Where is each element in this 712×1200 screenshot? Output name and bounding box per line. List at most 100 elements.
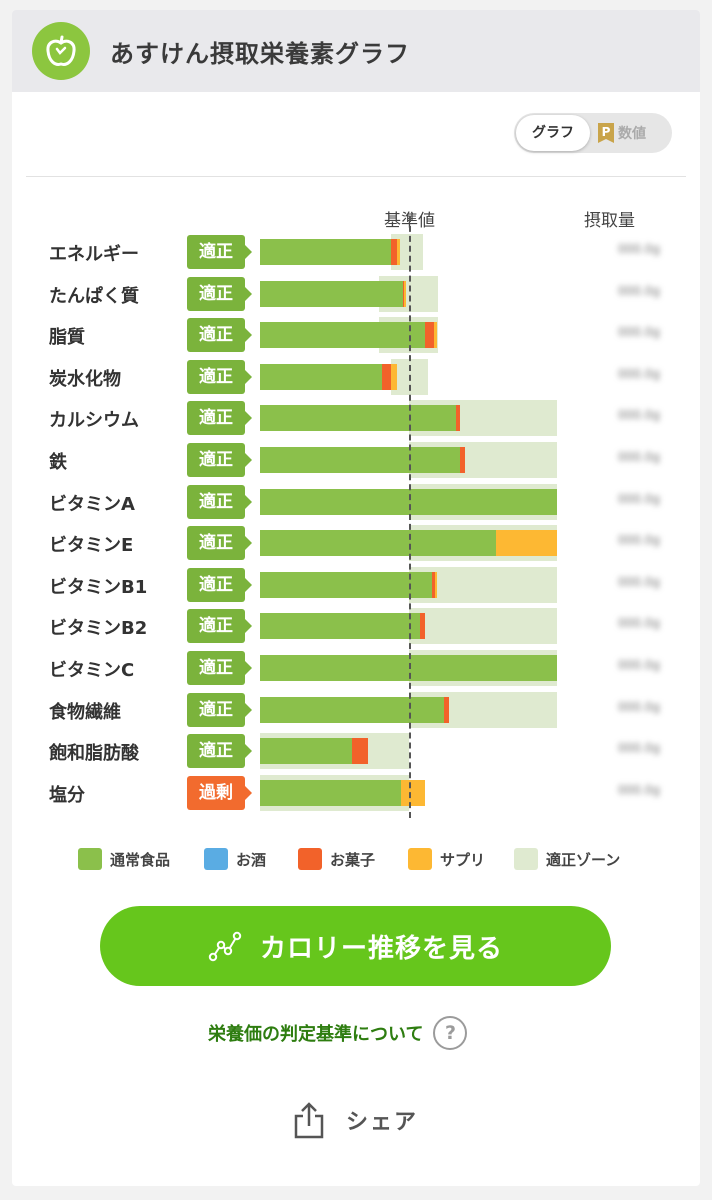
share-label: シェア: [346, 1110, 419, 1135]
normal-bar: [260, 488, 557, 515]
nutrient-name: ビタミンA: [49, 493, 135, 515]
intake-value: 000.0g: [618, 450, 660, 464]
criteria-link[interactable]: 栄養価の判定基準について ?: [208, 1016, 468, 1050]
status-badge: 適正: [187, 235, 252, 269]
snack-bar: [456, 405, 461, 432]
supplement-bar: [496, 530, 557, 557]
nutrient-row: ビタミンB1 適正 000.0g: [12, 566, 700, 603]
question-icon[interactable]: ?: [433, 1016, 468, 1050]
legend-swatch: [408, 848, 432, 870]
supplement-bar: [390, 363, 397, 390]
snack-bar: [420, 613, 425, 640]
normal-bar: [260, 322, 425, 349]
nutrient-name: ビタミンE: [49, 535, 134, 557]
intake-value: 000.0g: [618, 574, 660, 589]
legend-swatch: [298, 848, 322, 870]
nutrient-name: ビタミンB1: [49, 576, 148, 598]
legend-label: お菓子: [330, 850, 376, 869]
normal-bar: [260, 447, 461, 473]
intake-value: 000.0g: [618, 616, 660, 631]
nutrition-card: あすけん摂取栄養素グラフ グラフ P 数値 基準値 摂取量 エネルギー 適正 000…: [12, 10, 700, 1186]
intake-value: 000.0g: [618, 366, 660, 381]
legend-snack: お菓子: [298, 848, 375, 870]
snack-bar: [352, 738, 369, 765]
normal-bar: [260, 613, 421, 640]
toggle-numbers-label: 数値: [618, 126, 646, 142]
status-badge: 適正: [187, 401, 252, 436]
nutrient-row: エネルギー 適正 000.0g: [12, 234, 700, 270]
zone-bar: [408, 608, 557, 645]
toggle-graph-button[interactable]: グラフ: [516, 115, 590, 151]
intake-value: 000.0g: [618, 533, 660, 548]
apple-icon: [32, 22, 90, 80]
nutrient-name: カルシウム: [49, 410, 139, 432]
supplement-bar: [401, 779, 425, 806]
line-chart-icon: [208, 931, 242, 962]
nutrient-name: 食物繊維: [49, 701, 121, 723]
snack-bar: [432, 571, 436, 598]
normal-bar: [260, 696, 445, 723]
snack-bar: [444, 696, 449, 723]
nutrient-name: 炭水化物: [49, 368, 121, 390]
status-badge: 適正: [187, 734, 252, 769]
nutrient-row: たんぱく質 適正 000.0g: [12, 275, 700, 312]
normal-bar: [260, 571, 433, 598]
divider: [26, 176, 686, 177]
intake-value: 000.0g: [618, 741, 660, 756]
legend-zone: 適正ゾーン: [514, 848, 620, 870]
intake-value: 000.0g: [618, 491, 660, 506]
snack-bar: [381, 363, 391, 390]
status-badge: 適正: [187, 567, 252, 602]
legend-swatch: [204, 848, 228, 870]
legend-alcohol: お酒: [204, 848, 266, 870]
nutrient-name: エネルギー: [49, 244, 139, 265]
intake-value: 000.0g: [618, 242, 660, 256]
intake-value: 000.0g: [618, 283, 660, 298]
nutrient-row: 炭水化物 適正 000.0g: [12, 358, 700, 395]
status-badge: 適正: [187, 526, 252, 561]
legend-swatch: [514, 848, 538, 870]
status-badge: 適正: [187, 359, 252, 394]
view-toggle[interactable]: グラフ P 数値: [514, 113, 672, 153]
supplement-bar: [396, 239, 400, 265]
header: あすけん摂取栄養素グラフ: [12, 10, 700, 92]
supplement-bar: [404, 280, 406, 307]
normal-bar: [260, 738, 353, 765]
toggle-numbers-button[interactable]: P 数値: [598, 113, 646, 153]
nutrient-row: ビタミンA 適正 000.0g: [12, 483, 700, 520]
intake-header: 摂取量: [584, 211, 635, 231]
intake-value: 000.0g: [618, 699, 660, 714]
share-button[interactable]: シェア: [292, 1100, 418, 1140]
intake-value: 000.0g: [618, 658, 660, 672]
nutrient-row: 飽和脂肪酸 適正 000.0g: [12, 733, 700, 770]
point-badge-icon: P: [598, 123, 614, 143]
nutrient-name: 飽和脂肪酸: [49, 743, 139, 765]
legend-label: 適正ゾーン: [546, 850, 621, 869]
normal-bar: [260, 655, 557, 681]
criteria-link-label: 栄養価の判定基準について: [208, 1024, 424, 1045]
nutrient-row: 鉄 適正 000.0g: [12, 442, 700, 478]
status-badge: 適正: [187, 276, 252, 311]
calorie-trend-label: カロリー推移を見る: [259, 933, 503, 964]
nutrient-row: カルシウム 適正 000.0g: [12, 400, 700, 437]
nutrient-name: 脂質: [49, 327, 85, 349]
nutrient-row: 塩分 過剰 000.0g: [12, 774, 700, 811]
legend-label: 通常食品: [110, 850, 171, 869]
legend-label: お酒: [236, 850, 267, 869]
normal-bar: [260, 239, 391, 265]
status-badge: 適正: [187, 318, 252, 353]
status-badge: 適正: [187, 609, 252, 644]
status-badge: 過剰: [187, 775, 252, 810]
snack-bar: [424, 322, 434, 349]
nutrient-name: たんぱく質: [49, 285, 139, 307]
normal-bar: [260, 280, 403, 307]
intake-value: 000.0g: [618, 325, 660, 340]
legend-swatch: [78, 848, 102, 870]
legend-supplement: サプリ: [408, 848, 485, 870]
calorie-trend-button[interactable]: カロリー推移を見る: [100, 906, 611, 986]
status-badge: 適正: [187, 484, 252, 519]
status-badge: 適正: [187, 692, 252, 727]
legend-label: サプリ: [440, 850, 486, 869]
intake-value: 000.0g: [618, 408, 660, 423]
nutrient-row: 食物繊維 適正 000.0g: [12, 691, 700, 728]
